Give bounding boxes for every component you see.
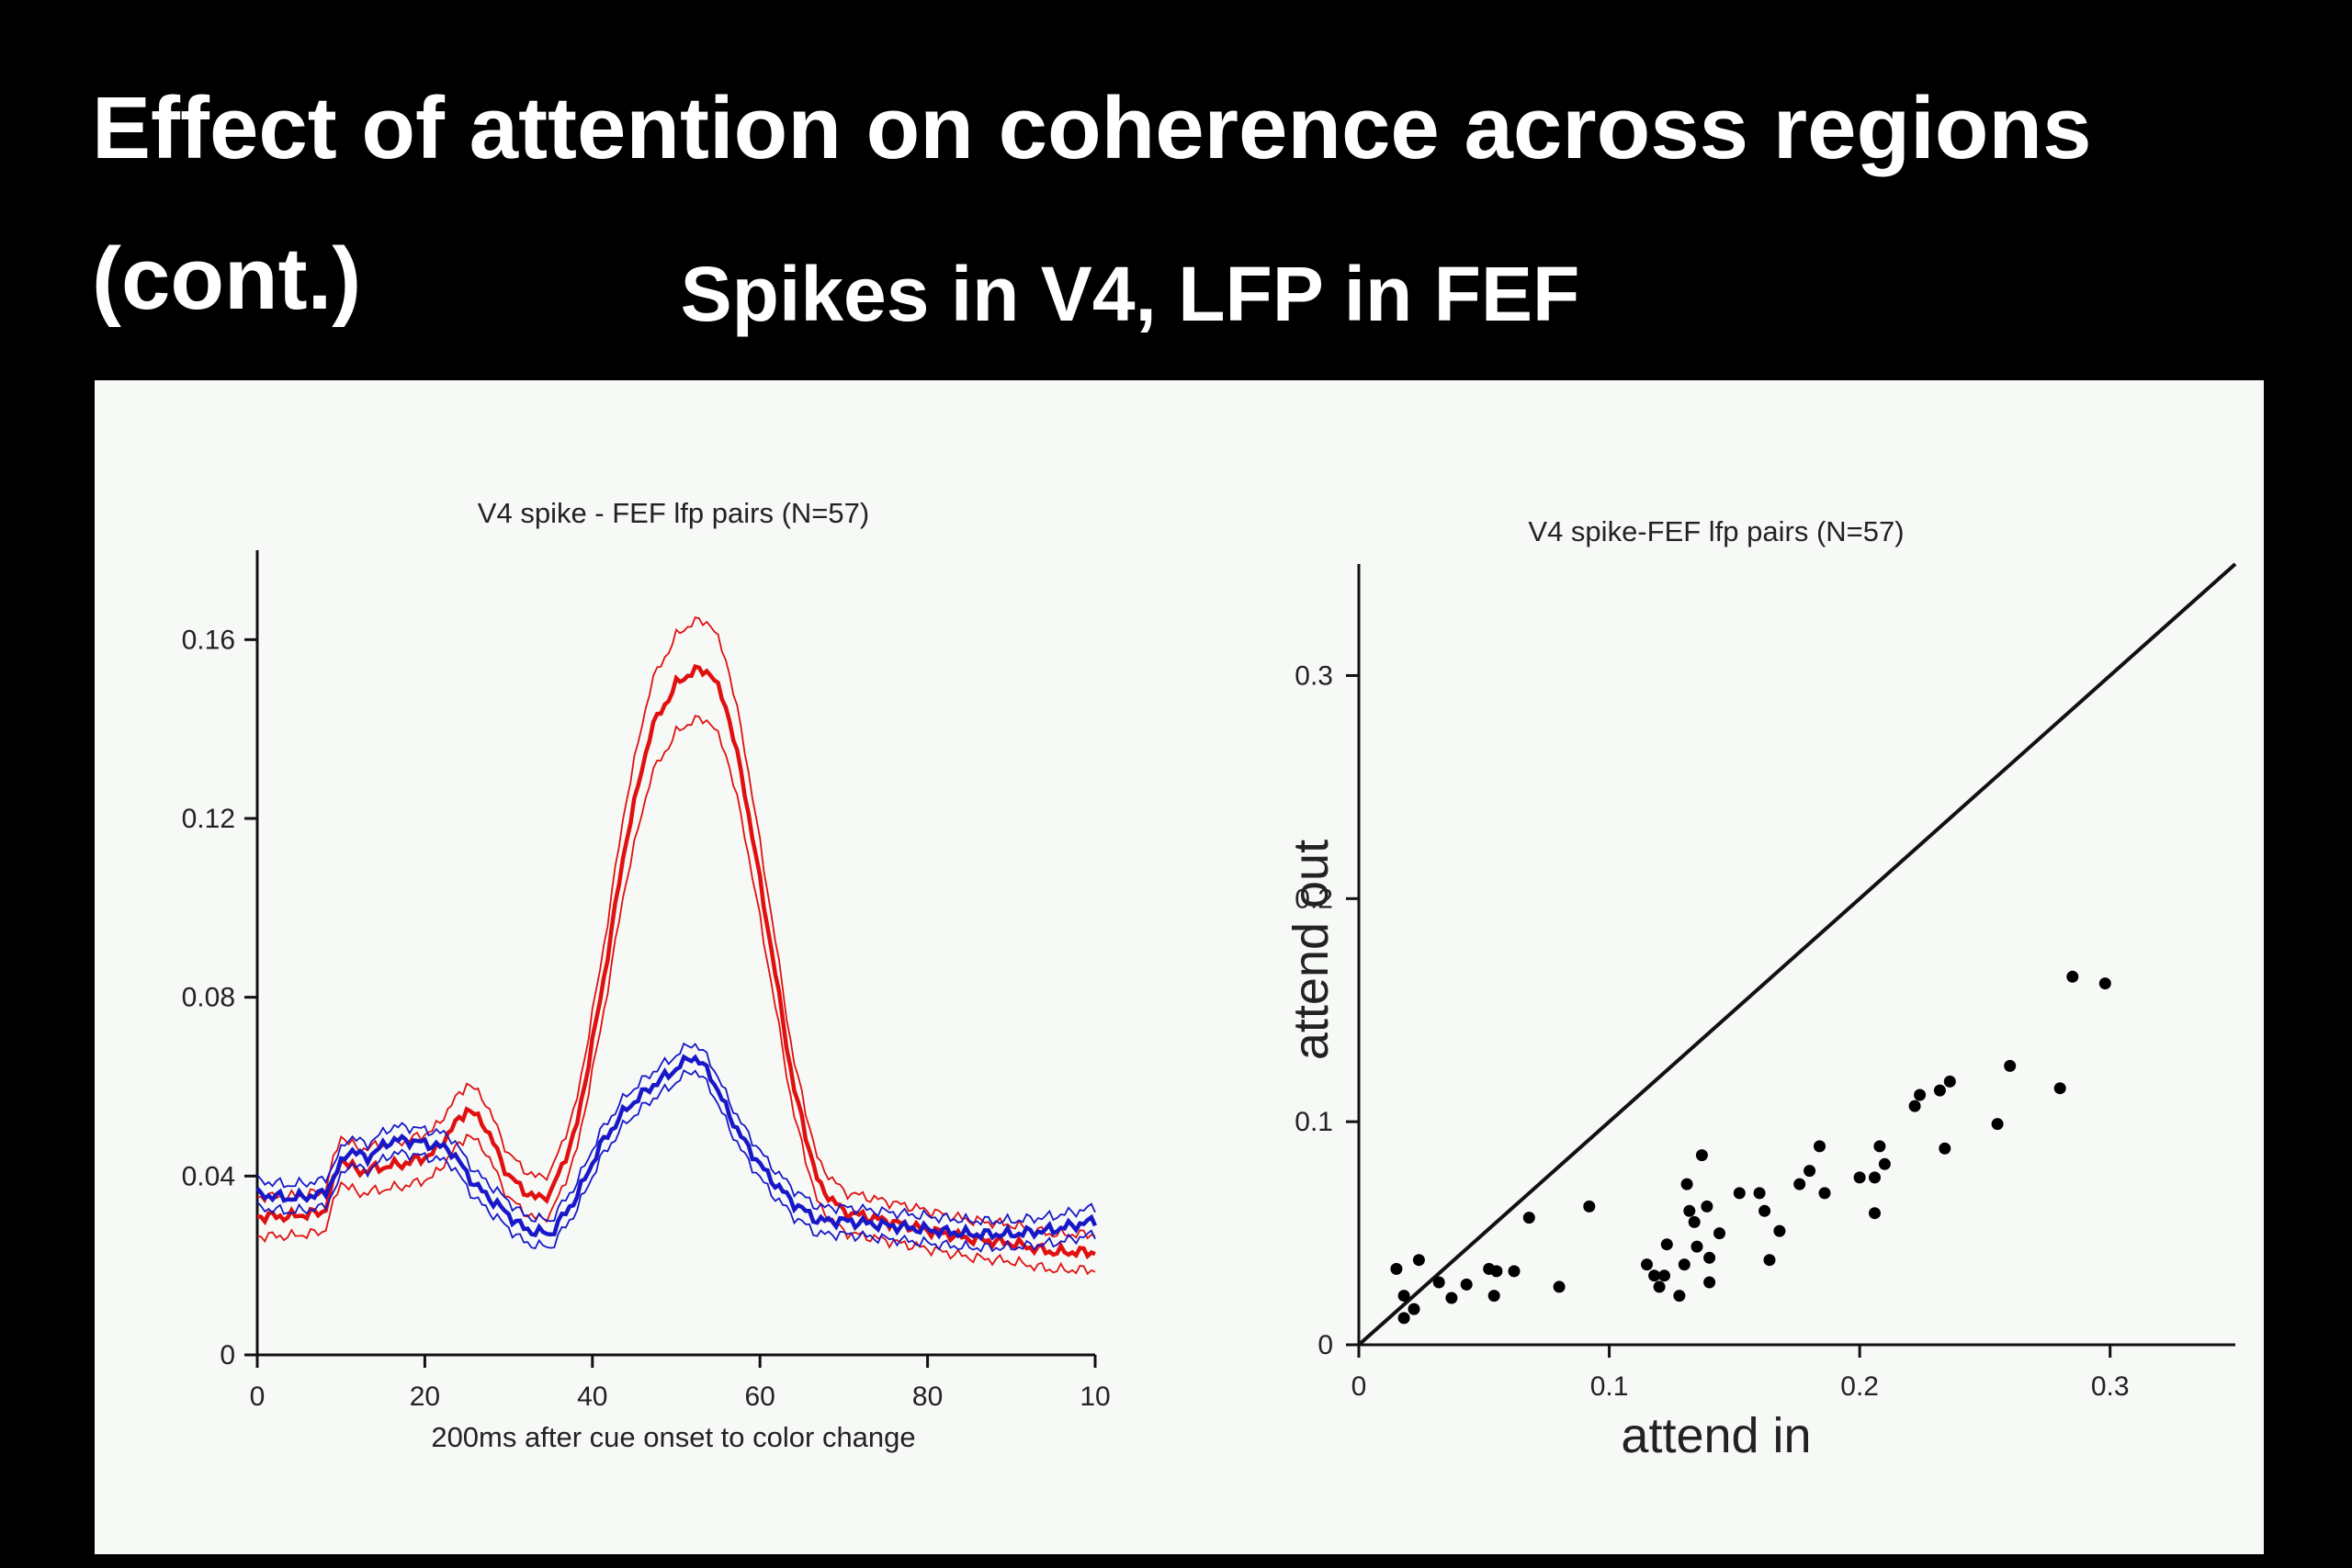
- scatter-point: [1869, 1171, 1881, 1184]
- scatter-point: [1460, 1278, 1473, 1291]
- unity-line: [1357, 562, 2237, 1347]
- y-tick-label: 0: [220, 1340, 235, 1371]
- x-tick-label: 0: [1351, 1371, 1367, 1402]
- scatter-point: [1678, 1258, 1690, 1271]
- scatter-point: [1703, 1276, 1716, 1289]
- x-tick-label: 60: [745, 1382, 775, 1412]
- slide-title-line-2: (cont.): [92, 230, 362, 328]
- x-axis-title: attend in: [1621, 1408, 1811, 1463]
- scatter-point: [1695, 1149, 1708, 1162]
- chart-title: V4 spike - FEF lfp pairs (N=57): [478, 497, 869, 529]
- y-axis-title: attend out: [1283, 840, 1339, 1060]
- scatter-point: [1653, 1280, 1666, 1293]
- y-tick-label: 0.1: [1295, 1107, 1333, 1137]
- scatter-point: [1553, 1280, 1566, 1293]
- scatter-point: [1522, 1212, 1535, 1224]
- scatter-point: [1408, 1303, 1420, 1315]
- y-tick-label: 0.12: [182, 804, 235, 834]
- scatter-point: [1818, 1187, 1831, 1200]
- scatter-point: [1703, 1251, 1716, 1264]
- scatter-point: [1390, 1262, 1403, 1275]
- scatter-point: [2066, 970, 2079, 983]
- scatter-point: [1641, 1258, 1653, 1271]
- coherence-time-chart: V4 spike - FEF lfp pairs (N=57) 0 0.04 0.08…: [182, 497, 1111, 1453]
- scatter-point: [2098, 977, 2111, 990]
- slide-title: Effect of attention on coherence across …: [92, 53, 2297, 355]
- scatter-point: [1773, 1224, 1786, 1237]
- scatter-point: [1713, 1227, 1725, 1240]
- scatter-point: [1804, 1165, 1816, 1178]
- scatter-point: [1412, 1254, 1425, 1267]
- scatter-point: [1397, 1312, 1410, 1325]
- scatter-point: [1753, 1187, 1766, 1200]
- scatter-point: [1733, 1187, 1746, 1200]
- scatter-point: [1763, 1254, 1776, 1267]
- scatter-point: [1793, 1178, 1806, 1190]
- scatter-point: [1878, 1157, 1891, 1170]
- scatter-point: [1432, 1276, 1445, 1289]
- x-tick-label: 10: [1080, 1382, 1110, 1412]
- scatter-point: [1933, 1084, 1946, 1097]
- blue-series-lower-bound: [256, 1068, 1096, 1253]
- scatter-point: [1397, 1290, 1410, 1303]
- y-tick-label: 0.3: [1295, 660, 1333, 691]
- scatter-point: [1943, 1075, 1956, 1088]
- attend-scatter-chart: V4 spike-FEF lfp pairs (N=57) 0 0.1 0.2 0.3 0…: [1283, 515, 2237, 1463]
- scatter-point: [1869, 1207, 1881, 1220]
- scatter-point: [1648, 1269, 1661, 1282]
- scatter-point: [1683, 1204, 1696, 1217]
- scatter-point: [1688, 1215, 1701, 1228]
- scatter-point: [1660, 1238, 1673, 1251]
- scatter-point: [1490, 1265, 1503, 1278]
- x-tick-label: 0: [250, 1382, 266, 1412]
- red-series-line: [256, 663, 1096, 1260]
- slide-title-line-1: Effect of attention on coherence across …: [92, 79, 2092, 177]
- scatter-point: [1873, 1140, 1886, 1153]
- blue-series-line: [255, 1054, 1098, 1242]
- scatter-point: [1673, 1290, 1686, 1303]
- x-tick-label: 0.1: [1590, 1371, 1629, 1402]
- scatter-point: [1701, 1200, 1713, 1213]
- scatter-point: [1690, 1240, 1703, 1253]
- blue-series-upper-bound: [256, 1042, 1096, 1226]
- scatter-point: [1680, 1178, 1693, 1190]
- scatter-point: [1814, 1140, 1826, 1153]
- scatter-point: [1445, 1292, 1458, 1304]
- figure-panel: V4 spike - FEF lfp pairs (N=57) 0 0.04 0.08…: [95, 380, 2264, 1554]
- slide-subtitle: Spikes in V4, LFP in FEF: [680, 251, 1580, 337]
- scatter-point: [1939, 1142, 1951, 1155]
- scatter-point: [1914, 1089, 1927, 1101]
- y-tick-label: 0.2: [1295, 884, 1333, 914]
- scatter-point: [1583, 1200, 1596, 1213]
- x-tick-label: 20: [410, 1382, 440, 1412]
- scatter-point: [1508, 1265, 1521, 1278]
- y-tick-label: 0.16: [182, 625, 235, 655]
- scatter-point: [1758, 1204, 1771, 1217]
- y-tick-label: 0: [1317, 1330, 1333, 1360]
- scatter-point: [1853, 1171, 1866, 1184]
- scatter-point: [1487, 1290, 1500, 1303]
- x-axis-title: 200ms after cue onset to color change: [431, 1421, 915, 1453]
- scatter-point: [1991, 1118, 2004, 1131]
- x-tick-label: 0.3: [2091, 1371, 2130, 1402]
- y-tick-label: 0.08: [182, 983, 235, 1013]
- scatter-point: [1908, 1100, 1921, 1112]
- y-tick-label: 0.04: [182, 1161, 235, 1191]
- x-tick-label: 80: [912, 1382, 943, 1412]
- scatter-point: [2004, 1059, 2017, 1072]
- scatter-point: [2053, 1082, 2066, 1095]
- scatter-point: [1658, 1269, 1670, 1282]
- x-tick-label: 40: [577, 1382, 607, 1412]
- red-series-lower-bound: [256, 715, 1096, 1276]
- x-tick-label: 0.2: [1840, 1371, 1879, 1402]
- chart-title: V4 spike-FEF lfp pairs (N=57): [1528, 515, 1904, 547]
